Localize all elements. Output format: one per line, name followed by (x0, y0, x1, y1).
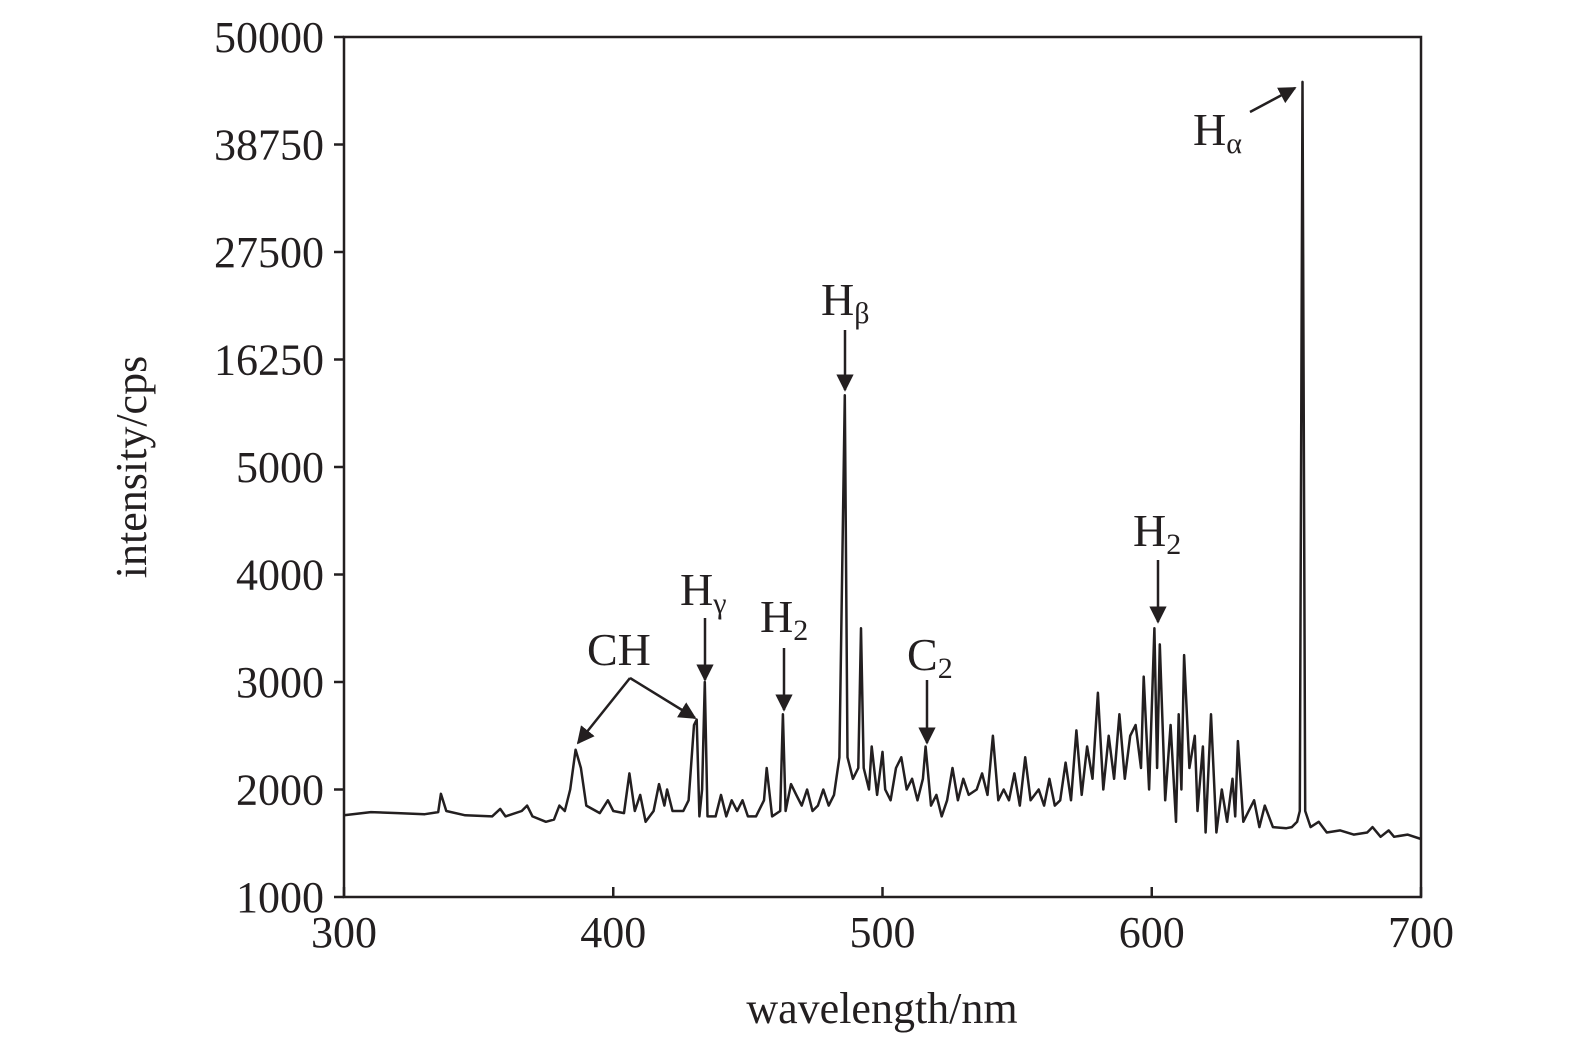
x-axis-label: wavelength/nm (746, 984, 1017, 1033)
annotation-text: C (907, 629, 938, 680)
y-tick-label: 38750 (214, 121, 324, 170)
annotation: Hα (1193, 104, 1242, 160)
annotation-text: H (821, 274, 854, 325)
arrow (629, 676, 697, 720)
annotation: Hγ (680, 564, 727, 620)
spectrum-line (343, 80, 1422, 841)
annotation: C2 (907, 629, 953, 685)
annotation-text: H (760, 591, 793, 642)
x-tick-label: 400 (580, 908, 646, 957)
annotation-sub: 2 (1166, 528, 1181, 561)
annotation-sub: 2 (938, 652, 953, 685)
y-tick-label: 27500 (214, 228, 324, 277)
annotation-sub: 2 (793, 614, 808, 647)
annotation-sub: β (854, 297, 869, 330)
annotations (576, 86, 1297, 745)
y-tick-label: 3000 (236, 658, 324, 707)
y-tick-label: 4000 (236, 551, 324, 600)
annotation: CH (587, 624, 651, 675)
annotation-text: H (1193, 104, 1226, 155)
annotation: H2 (760, 591, 808, 647)
x-tick-label: 600 (1119, 908, 1185, 957)
y-tick-label: 5000 (236, 443, 324, 492)
annotation-text: H (680, 564, 713, 615)
x-tick-label: 500 (850, 908, 916, 957)
x-tick-label: 700 (1388, 908, 1454, 957)
x-tick-label: 300 (311, 908, 377, 957)
y-tick-label: 16250 (214, 336, 324, 385)
y-tick-label: 2000 (236, 766, 324, 815)
annotation-sub: α (1226, 127, 1242, 160)
arrow (1249, 86, 1297, 114)
y-tick-label: 50000 (214, 13, 324, 62)
annotation-sub: γ (712, 587, 726, 620)
annotation: H2 (1133, 505, 1181, 561)
y-axis-label: intensity/cps (107, 356, 156, 578)
annotation-text: H (1133, 505, 1166, 556)
annotation: Hβ (821, 274, 870, 330)
y-tick-label: 1000 (236, 873, 324, 922)
arrow (576, 677, 631, 745)
